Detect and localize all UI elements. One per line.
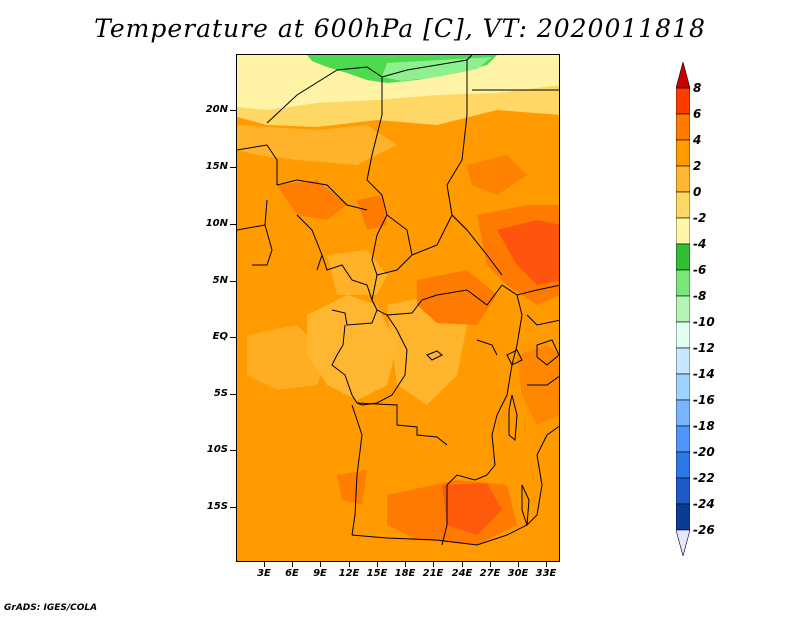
colorbar-tip-bottom [676, 529, 690, 556]
colorbar-label: -22 [693, 471, 715, 485]
colorbar-segment [676, 399, 690, 427]
colorbar-label: 4 [693, 133, 702, 147]
x-tick [490, 562, 491, 567]
x-tick [433, 562, 434, 567]
y-label-10s: 10S [206, 444, 228, 455]
x-tick [546, 562, 547, 567]
temperature-map [237, 55, 559, 561]
field-lightyellow-north [237, 55, 559, 110]
y-tick [230, 167, 236, 168]
colorbar-segment [676, 217, 690, 245]
y-label-10n: 10N [205, 218, 228, 229]
colorbar-label: -8 [693, 289, 707, 303]
colorbar-segment [676, 269, 690, 297]
y-tick [230, 450, 236, 451]
y-tick [230, 224, 236, 225]
x-label-24e: 24E [451, 568, 473, 579]
colorbar-label: -24 [693, 497, 715, 511]
y-label-15n: 15N [205, 161, 228, 172]
y-label-20n: 20N [205, 104, 228, 115]
y-tick [230, 110, 236, 111]
y-tick [230, 507, 236, 508]
colorbar-tip-top [676, 62, 690, 89]
colorbar-label: 8 [693, 81, 702, 95]
field-darkorange-chad [357, 195, 387, 230]
x-label-18e: 18E [394, 568, 416, 579]
colorbar-label: -20 [693, 445, 715, 459]
x-tick [320, 562, 321, 567]
y-tick [230, 281, 236, 282]
colorbar-segment [676, 347, 690, 375]
colorbar-segment [676, 87, 690, 115]
y-label-5n: 5N [212, 275, 228, 286]
x-label-9e: 9E [313, 568, 327, 579]
field-red-south [442, 483, 502, 535]
colorbar-label: -4 [693, 237, 707, 251]
colorbar-segment [676, 425, 690, 453]
colorbar-segment [676, 477, 690, 505]
colorbar-label: 2 [693, 159, 702, 173]
field-lightorange-north [237, 125, 397, 165]
colorbar-label: 0 [693, 185, 702, 199]
colorbar-segment [676, 243, 690, 271]
y-label-eq: EQ [212, 331, 228, 342]
x-tick [292, 562, 293, 567]
x-label-12e: 12E [338, 568, 360, 579]
colorbar-label: -10 [693, 315, 715, 329]
x-label-21e: 21E [422, 568, 444, 579]
field-darkorange-north-east [467, 155, 527, 195]
y-tick [230, 394, 236, 395]
field-red-sudan [497, 220, 559, 285]
x-label-15e: 15E [366, 568, 388, 579]
y-label-15s: 15S [206, 501, 228, 512]
colorbar-label: -14 [693, 367, 715, 381]
x-label-3e: 3E [257, 568, 271, 579]
colorbar-label: -16 [693, 393, 715, 407]
x-label-30e: 30E [507, 568, 529, 579]
x-tick [405, 562, 406, 567]
x-label-6e: 6E [285, 568, 299, 579]
x-tick [462, 562, 463, 567]
colorbar-label: 6 [693, 107, 702, 121]
x-tick [264, 562, 265, 567]
field-lightgreen-north [382, 57, 492, 81]
field-darkorange-nigeria [277, 180, 347, 220]
colorbar-segment [676, 295, 690, 323]
x-label-33e: 33E [535, 568, 557, 579]
colorbar-label: -18 [693, 419, 715, 433]
colorbar-segment [676, 503, 690, 531]
map-panel [236, 54, 560, 562]
colorbar-segment [676, 165, 690, 193]
y-label-5s: 5S [213, 388, 228, 399]
colorbar-label: -26 [693, 523, 715, 537]
colorbar-segment [676, 321, 690, 349]
x-tick [349, 562, 350, 567]
colorbar-segment [676, 113, 690, 141]
field-lightorange-central [307, 295, 397, 400]
x-label-27e: 27E [479, 568, 501, 579]
colorbar-segment [676, 139, 690, 167]
chart-title: Temperature at 600hPa [C], VT: 202001181… [94, 14, 706, 43]
colorbar-label: -2 [693, 211, 707, 225]
x-tick [518, 562, 519, 567]
colorbar-segment [676, 191, 690, 219]
colorbar-segment [676, 373, 690, 401]
field-darkorange-car [417, 270, 497, 325]
credit-text: GrADS: IGES/COLA [4, 603, 98, 613]
field-lightorange-west [247, 325, 327, 390]
country-borders [237, 55, 559, 546]
colorbar-label: -6 [693, 263, 707, 277]
colorbar-label: -12 [693, 341, 715, 355]
y-tick [230, 337, 236, 338]
colorbar-segment [676, 451, 690, 479]
x-tick [377, 562, 378, 567]
field-darkorange-angola [337, 470, 367, 505]
colorbar [676, 62, 690, 556]
colorbar-segments [676, 87, 690, 531]
